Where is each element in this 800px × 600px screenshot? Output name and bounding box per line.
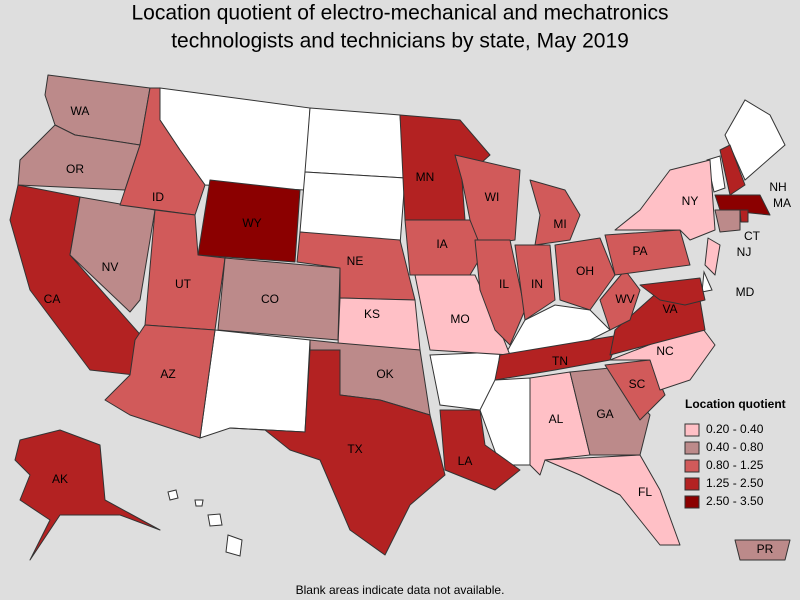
state-label: ID xyxy=(152,190,164,204)
legend-title: Location quotient xyxy=(685,397,786,411)
legend-swatch xyxy=(684,459,700,473)
legend-label: 0.40 - 0.80 xyxy=(706,440,764,454)
state xyxy=(704,237,721,276)
state-no-data xyxy=(724,99,786,181)
state-label: OH xyxy=(576,264,594,278)
state-label: TX xyxy=(347,442,362,456)
state-label: PR xyxy=(757,542,774,556)
state xyxy=(229,349,446,556)
state-label: WV xyxy=(615,292,634,306)
state xyxy=(569,367,651,456)
state xyxy=(604,229,691,276)
legend-label: 0.20 - 0.40 xyxy=(706,422,764,436)
state-label: NJ xyxy=(737,245,752,259)
state-label: SC xyxy=(629,377,646,391)
title: technologists and technicians by state, … xyxy=(171,30,629,53)
legend: Location quotient 0.20 - 0.40 0.40 - 0.80… xyxy=(684,397,786,509)
state xyxy=(714,209,741,233)
legend-swatch xyxy=(684,441,700,455)
legend-swatch xyxy=(684,477,700,491)
state-no-data xyxy=(701,270,713,293)
state-no-data xyxy=(167,489,179,501)
state-label: MN xyxy=(416,170,435,184)
state xyxy=(614,159,716,241)
no-data-states xyxy=(159,87,786,557)
state-no-data xyxy=(225,534,243,557)
state xyxy=(197,179,301,263)
state xyxy=(119,87,206,216)
state-label: AZ xyxy=(160,367,175,381)
state-label: OR xyxy=(66,162,84,176)
state-label: WI xyxy=(485,190,500,204)
state-label: IL xyxy=(499,277,509,291)
state-label: NY xyxy=(682,194,699,208)
state xyxy=(609,289,706,356)
state-label: MI xyxy=(553,217,566,231)
footnote: Blank areas indicate data not available. xyxy=(296,583,505,597)
state-label: LA xyxy=(458,454,473,468)
state xyxy=(439,409,521,491)
state-label: WA xyxy=(71,104,90,118)
state xyxy=(337,297,421,351)
state-label: FL xyxy=(638,485,652,499)
legend-label: 2.50 - 3.50 xyxy=(706,494,764,508)
state xyxy=(104,324,216,439)
state-label: NH xyxy=(769,180,786,194)
state-label: IA xyxy=(436,237,447,251)
state-no-data xyxy=(304,107,406,179)
state-label: NE xyxy=(347,254,364,268)
state-label: AL xyxy=(549,412,564,426)
states: WA OR CA NV ID WY UT AZ CO NE KS OK TX MN IA MO LA WI IL MI… xyxy=(9,74,791,561)
state-label: MD xyxy=(736,285,755,299)
state xyxy=(14,429,161,561)
state-label: GA xyxy=(596,407,613,421)
state-label: VA xyxy=(662,302,677,316)
state xyxy=(739,209,749,223)
state xyxy=(514,244,556,321)
state-label: CT xyxy=(744,229,761,243)
state-label: NC xyxy=(656,344,674,358)
state-label: IN xyxy=(531,277,543,291)
state xyxy=(599,269,641,331)
state xyxy=(217,257,341,341)
state xyxy=(554,237,616,311)
state-label: MA xyxy=(773,196,791,210)
state-no-data xyxy=(194,499,204,507)
legend-swatch xyxy=(684,495,700,509)
state-label: TN xyxy=(552,354,568,368)
state-label: CO xyxy=(261,292,279,306)
state-label: MO xyxy=(450,312,469,326)
state-label: PA xyxy=(632,244,647,258)
state-no-data xyxy=(199,329,311,439)
state xyxy=(529,179,581,246)
state-no-data xyxy=(207,513,223,527)
legend-label: 1.25 - 2.50 xyxy=(706,476,764,490)
state-label: WY xyxy=(242,216,261,230)
state-label: NV xyxy=(102,260,119,274)
state-label: AK xyxy=(52,472,68,486)
legend-swatch xyxy=(684,423,700,437)
state xyxy=(639,277,706,306)
legend-label: 0.80 - 1.25 xyxy=(706,458,764,472)
state xyxy=(604,359,666,421)
state-label: UT xyxy=(175,277,192,291)
state xyxy=(734,539,791,561)
state xyxy=(544,454,681,546)
state-label: KS xyxy=(364,307,380,321)
title: Location quotient of electro-mechanical … xyxy=(132,2,669,25)
state xyxy=(474,239,526,346)
state-label: OK xyxy=(376,367,393,381)
state-label: CA xyxy=(44,292,61,306)
state xyxy=(719,144,746,196)
